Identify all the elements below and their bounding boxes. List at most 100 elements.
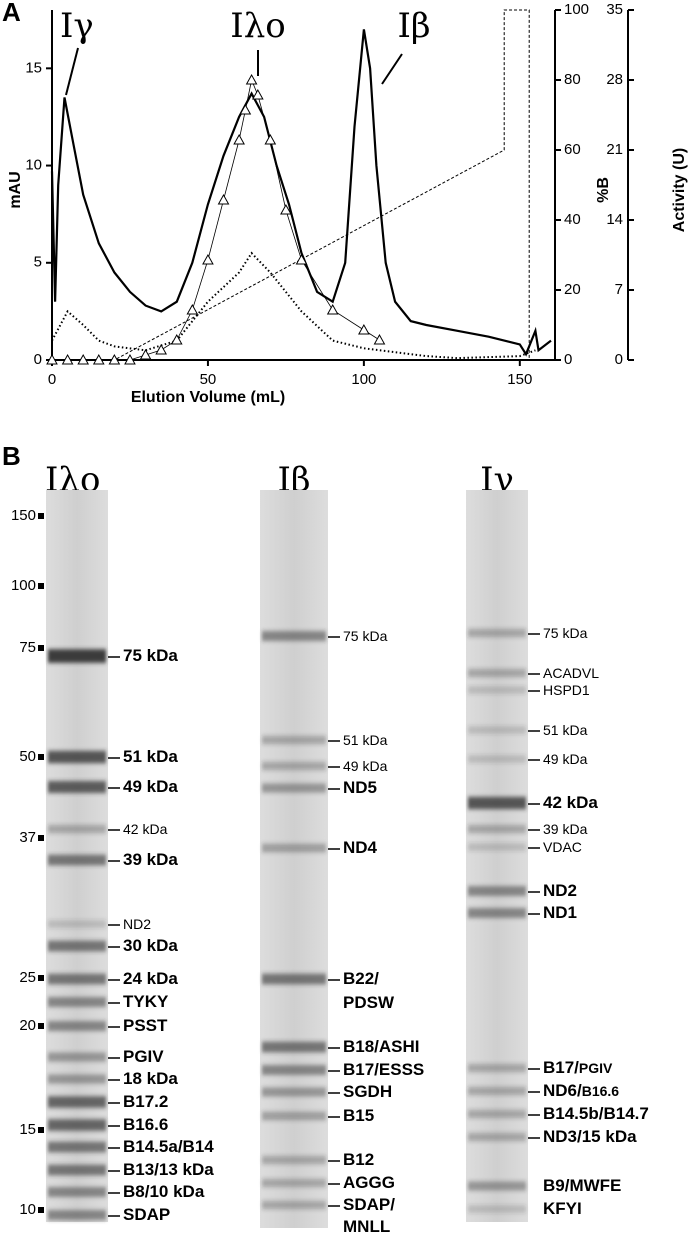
gel-band xyxy=(262,843,326,853)
marker-label: 75 xyxy=(19,639,36,656)
band-label: B17/PGIV xyxy=(543,1058,613,1077)
gel-band xyxy=(468,628,526,638)
band-label: 75 kDa xyxy=(343,628,388,644)
gel-band xyxy=(468,886,526,896)
band-label: ND4 xyxy=(343,838,378,857)
gel-band xyxy=(468,1132,526,1142)
gel-band xyxy=(48,649,106,663)
marker-tick xyxy=(38,1127,44,1133)
band-label-part: SGDH xyxy=(343,1082,392,1101)
peak-label: Iβ xyxy=(397,6,430,46)
band-label: 75 kDa xyxy=(543,625,588,641)
y2-tick-label: 0 xyxy=(564,351,572,368)
y2-tick-label: 60 xyxy=(564,141,581,158)
band-label-part: ND2 xyxy=(123,916,151,932)
marker-tick xyxy=(38,754,44,760)
panel-letter: A xyxy=(2,0,21,27)
band-label-part: 49 kDa xyxy=(343,758,388,774)
band-label: MNLL xyxy=(343,1217,390,1233)
marker-label: 20 xyxy=(19,1017,36,1034)
band-label-part: B17.2 xyxy=(123,1092,168,1111)
gel-band xyxy=(468,1181,526,1191)
gel-lane xyxy=(260,490,328,1228)
band-label-part: B13/13 kDa xyxy=(123,1160,214,1179)
band-label: 49 kDa xyxy=(543,751,588,767)
band-label: SGDH xyxy=(343,1082,392,1101)
band-label-part: KFYI xyxy=(543,1199,582,1218)
activity-point xyxy=(251,88,264,100)
gel-band xyxy=(48,750,106,764)
band-label: 42 kDa xyxy=(123,821,168,837)
gel-band xyxy=(262,783,326,793)
band-label-part: B18/ASHI xyxy=(343,1037,420,1056)
band-label: B9/MWFE xyxy=(543,1176,621,1195)
band-label: AGGG xyxy=(343,1173,395,1192)
band-label: B14.5b/B14.7 xyxy=(543,1104,649,1123)
activity-point xyxy=(186,303,199,315)
gel-lane xyxy=(466,490,528,1222)
band-label: 75 kDa xyxy=(123,646,178,665)
y3-axis-label: Activity (U) xyxy=(671,148,688,232)
band-label-part: 51 kDa xyxy=(543,722,588,738)
band-label-part: B14.5b/B14.7 xyxy=(543,1104,649,1123)
activity-point xyxy=(108,353,121,365)
peak-label: Iλo xyxy=(230,6,285,46)
gel-band xyxy=(48,973,106,985)
band-label: TYKY xyxy=(123,992,169,1011)
marker-label: 25 xyxy=(19,969,36,986)
band-label: KFYI xyxy=(543,1199,582,1218)
y2-tick-label: 20 xyxy=(564,281,581,298)
marker-label: 37 xyxy=(19,829,36,846)
band-label-part: TYKY xyxy=(123,992,169,1011)
band-label-part: VDAC xyxy=(543,839,582,855)
y3-tick-label: 21 xyxy=(606,141,623,158)
activity-point xyxy=(358,323,370,335)
band-label-part: 51 kDa xyxy=(123,747,178,766)
marker-label: 150 xyxy=(11,507,36,524)
y3-tick-label: 14 xyxy=(606,211,623,228)
band-label: B18/ASHI xyxy=(343,1037,420,1056)
gel-band xyxy=(262,1111,326,1121)
y2-tick-label: 80 xyxy=(564,71,581,88)
band-label: B12 xyxy=(343,1150,374,1169)
y-axis-label: mAU xyxy=(7,171,24,208)
peak-label: Iγ xyxy=(60,6,94,46)
band-label: 39 kDa xyxy=(543,821,588,837)
y3-tick-label: 0 xyxy=(615,351,623,368)
y3-tick-label: 7 xyxy=(615,281,623,298)
marker-label: 50 xyxy=(19,748,36,765)
y-tick-label: 5 xyxy=(34,254,42,271)
band-label: 51 kDa xyxy=(123,747,178,766)
band-label: ND3/15 kDa xyxy=(543,1127,637,1146)
marker-tick xyxy=(38,513,44,519)
activity-point xyxy=(124,353,136,365)
band-label-part: 49 kDa xyxy=(123,777,178,796)
gel-band xyxy=(48,940,106,952)
gel-band xyxy=(262,735,326,745)
band-label-part: SDAP xyxy=(123,1205,170,1224)
band-label: B22/ xyxy=(343,969,379,988)
band-label-part: PGIV xyxy=(123,1047,164,1066)
band-label-part: ND2 xyxy=(543,881,577,900)
y3-tick-label: 35 xyxy=(606,1,623,18)
band-label-part: B8/10 kDa xyxy=(123,1182,205,1201)
y2-axis-label: %B xyxy=(595,177,612,203)
marker-tick xyxy=(38,583,44,589)
gel-band xyxy=(468,1109,526,1119)
activity-point xyxy=(217,193,230,205)
activity-point xyxy=(92,353,105,365)
peak-pointer xyxy=(65,47,79,96)
band-label-part: HSPD1 xyxy=(543,682,590,698)
gel-band xyxy=(262,631,326,641)
gel-band xyxy=(468,908,526,918)
band-label-part: B16.6 xyxy=(123,1115,168,1134)
band-label-part: B14.5a/B14 xyxy=(123,1137,214,1156)
band-label-part: ND5 xyxy=(343,778,377,797)
activity-point xyxy=(280,203,292,215)
gel-band xyxy=(468,1086,526,1096)
band-label: ND6/B16.6 xyxy=(543,1081,619,1100)
marker-label: 15 xyxy=(19,1121,36,1138)
activity-point xyxy=(155,343,168,355)
peak-pointer xyxy=(381,53,403,85)
